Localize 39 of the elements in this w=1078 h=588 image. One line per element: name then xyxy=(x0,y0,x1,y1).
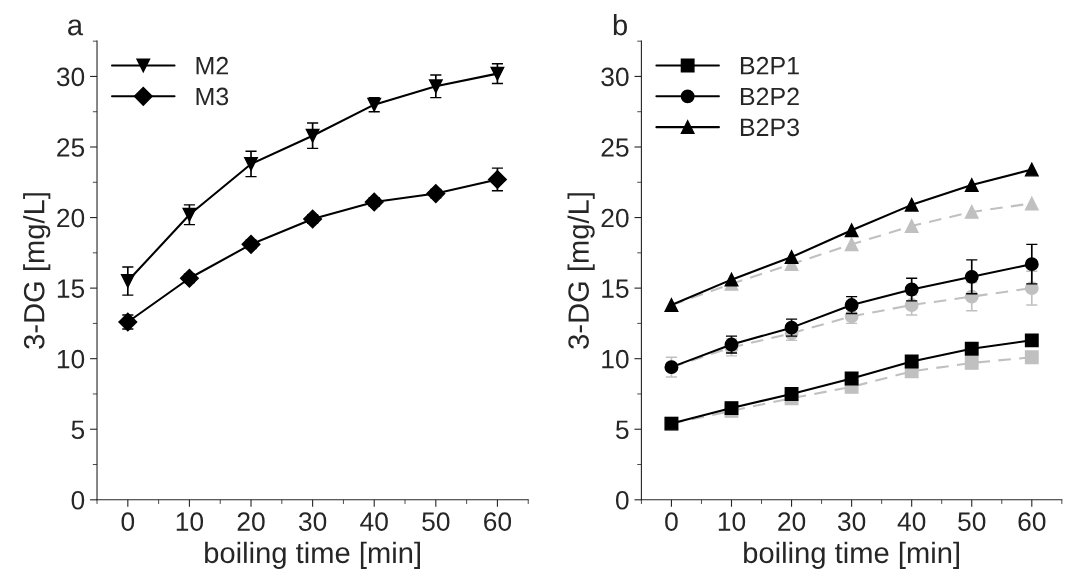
x-tick-label: 40 xyxy=(897,512,926,531)
y-tick-label: 10 xyxy=(57,349,85,369)
y-tick-label: 25 xyxy=(57,138,85,157)
x-tick-label: 50 xyxy=(958,512,986,531)
x-tick-label: 0 xyxy=(665,512,678,531)
x-tick-label: 0 xyxy=(121,512,135,531)
y-tick-label: 5 xyxy=(615,420,629,440)
y-tick-label: 25 xyxy=(601,138,629,157)
x-tick-label: 60 xyxy=(1018,512,1046,531)
y-tick-label: 20 xyxy=(601,208,629,228)
x-tick-label: 30 xyxy=(837,512,866,531)
x-axis-title: boiling time [min] xyxy=(744,541,959,569)
x-tick-label: 40 xyxy=(360,512,388,531)
legend-label: B2P2 xyxy=(740,87,799,106)
x-tick-label: 50 xyxy=(422,512,450,531)
legend-label: B2P3 xyxy=(740,118,799,137)
x-tick-label: 10 xyxy=(718,512,746,531)
x-tick-label: 10 xyxy=(176,512,204,531)
y-tick-label: 15 xyxy=(602,279,629,298)
x-axis-title: boiling time [min] xyxy=(205,541,420,569)
legend-label: B2P1 xyxy=(740,56,799,75)
legend-label: M2 xyxy=(196,56,228,75)
y-tick-label: 5 xyxy=(71,420,85,440)
x-tick-label: 20 xyxy=(237,512,265,531)
y-tick-label: 30 xyxy=(601,67,629,87)
y-tick-label: 15 xyxy=(57,279,85,298)
y-axis-title: 3-DG [mg/L] xyxy=(23,193,51,349)
legend-label: M3 xyxy=(196,87,229,106)
x-tick-label: 30 xyxy=(298,512,327,531)
y-axis-title: 3-DG [mg/L] xyxy=(567,193,595,349)
x-tick-label: 60 xyxy=(484,512,512,531)
y-tick-label: 30 xyxy=(56,67,85,87)
y-tick-label: 0 xyxy=(615,490,629,510)
y-tick-label: 0 xyxy=(71,490,85,510)
chart-title: b xyxy=(613,13,627,36)
y-tick-label: 20 xyxy=(57,208,85,228)
x-tick-label: 20 xyxy=(778,512,806,531)
y-tick-label: 10 xyxy=(602,349,629,369)
chart-title: a xyxy=(68,19,84,36)
